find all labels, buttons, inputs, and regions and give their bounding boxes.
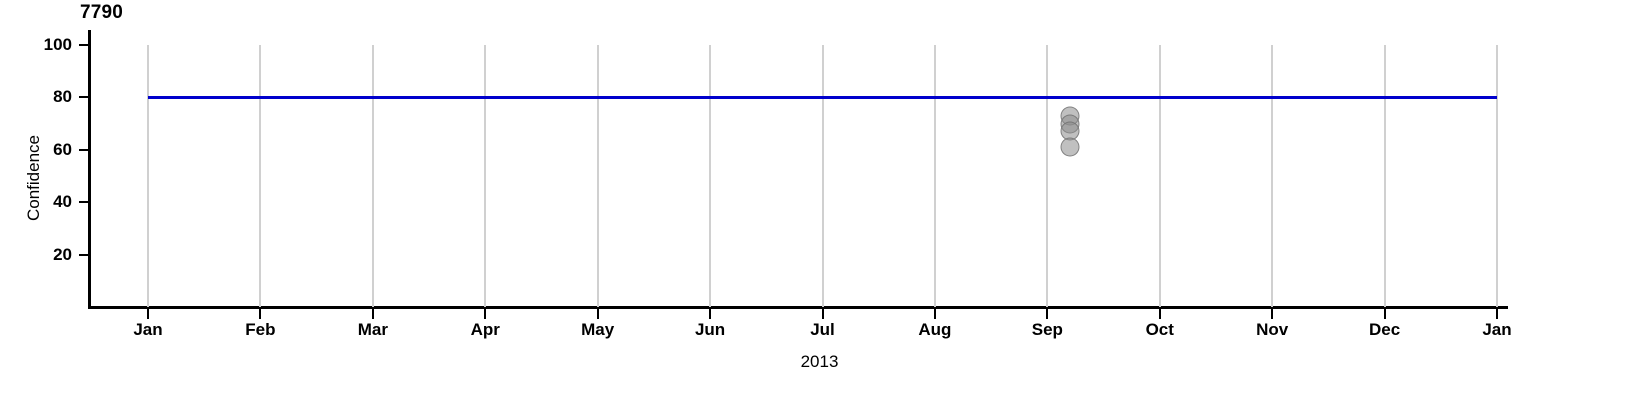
data-point — [1060, 137, 1080, 157]
x-axis-spine — [88, 306, 1508, 309]
y-tick-mark — [79, 96, 88, 99]
y-tick-label-80: 80 — [53, 87, 72, 107]
x-tick-mark-6 — [821, 309, 824, 319]
gridline-nov-10 — [1271, 45, 1274, 307]
x-tick-mark-2 — [371, 309, 374, 319]
x-tick-label-oct-9: Oct — [1145, 320, 1174, 339]
y-tick-label-20: 20 — [53, 244, 72, 264]
x-tick-mark-1 — [259, 309, 262, 319]
x-tick-label-jan-0: Jan — [133, 320, 163, 339]
x-tick-mark-3 — [484, 309, 487, 319]
x-tick-label-sep-8: Sep — [1031, 320, 1063, 339]
x-tick-mark-5 — [709, 309, 712, 319]
x-tick-mark-12 — [1496, 309, 1498, 319]
gridline-jan-12 — [1496, 45, 1498, 307]
gridline-apr-3 — [484, 45, 487, 307]
y-tick-mark — [79, 253, 88, 256]
y-tick-mark — [79, 201, 88, 204]
gridline-sep-8 — [1046, 45, 1049, 307]
x-tick-label-feb-1: Feb — [245, 320, 276, 339]
gridline-oct-9 — [1158, 45, 1161, 307]
x-tick-label-may-4: May — [581, 320, 615, 339]
confidence-threshold-line — [148, 96, 1497, 100]
x-tick-label-aug-7: Aug — [918, 320, 952, 339]
gridline-aug-7 — [933, 45, 936, 307]
x-tick-label-jan-12: Jan — [1482, 320, 1512, 339]
gridline-jul-6 — [821, 45, 824, 307]
x-tick-label-jul-6: Jul — [810, 320, 835, 339]
gridline-mar-2 — [371, 45, 374, 307]
gridline-dec-11 — [1383, 45, 1386, 307]
gridline-jun-5 — [709, 45, 712, 307]
chart-title: 7790 — [80, 2, 124, 23]
x-tick-label-nov-10: Nov — [1256, 320, 1289, 339]
x-tick-mark-10 — [1271, 309, 1274, 319]
x-tick-label-apr-3: Apr — [470, 320, 500, 339]
x-tick-mark-4 — [596, 309, 599, 319]
x-tick-label-dec-11: Dec — [1368, 320, 1401, 339]
x-axis-title: 2013 — [800, 352, 839, 371]
x-tick-mark-8 — [1046, 309, 1049, 319]
x-tick-label-mar-2: Mar — [357, 320, 388, 339]
y-tick-label-40: 40 — [53, 192, 72, 212]
y-tick-mark — [79, 148, 88, 151]
x-tick-mark-11 — [1383, 309, 1386, 319]
gridline-jan-0 — [147, 45, 149, 307]
y-axis-title: Confidence — [24, 135, 43, 222]
x-tick-mark-7 — [933, 309, 936, 319]
y-tick-mark — [79, 44, 88, 46]
gridline-feb-1 — [259, 45, 262, 307]
y-tick-label-100: 100 — [43, 35, 72, 54]
x-tick-mark-9 — [1158, 309, 1161, 319]
x-tick-label-jun-5: Jun — [694, 320, 726, 339]
y-axis-spine — [88, 30, 91, 308]
x-tick-mark-0 — [147, 309, 149, 319]
y-tick-label-60: 60 — [53, 139, 72, 159]
gridline-may-4 — [596, 45, 599, 307]
